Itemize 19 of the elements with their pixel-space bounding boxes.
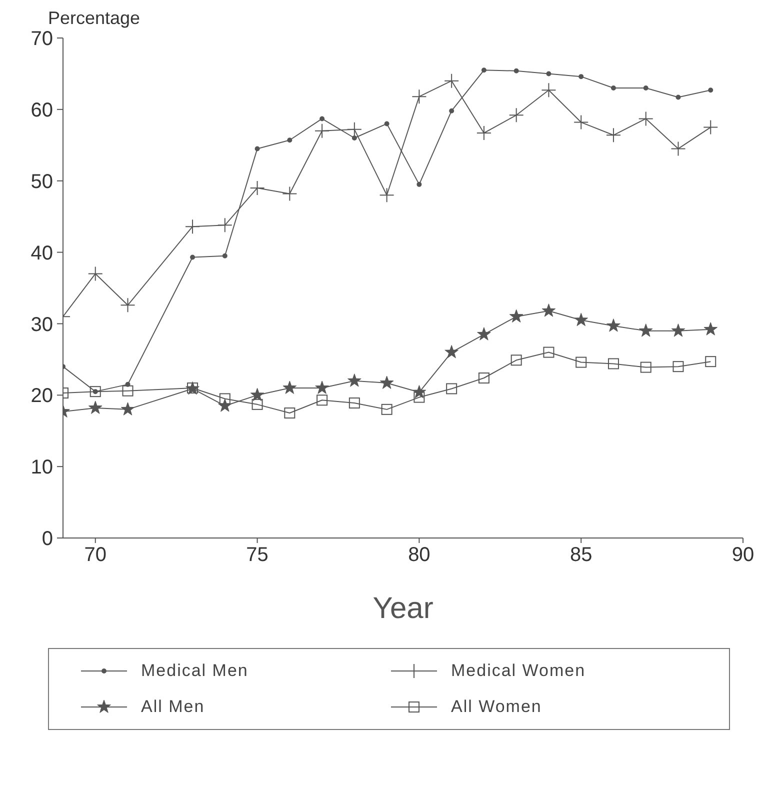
y-tick-label: 60: [30, 100, 53, 122]
y-tick-label: 30: [30, 314, 53, 336]
x-tick-label: 75: [246, 544, 268, 566]
y-axis-title: Percentage: [48, 8, 142, 28]
x-tick-label: 90: [732, 544, 754, 566]
y-tick-label: 20: [30, 385, 53, 408]
y-tick-label: 70: [30, 28, 53, 50]
y-tick-label: 10: [30, 456, 53, 479]
y-tick-label: 40: [30, 242, 53, 264]
legend-label: Medical Men: [141, 661, 248, 681]
legend-label: Medical Women: [451, 661, 586, 681]
x-tick-label: 80: [408, 544, 430, 566]
x-axis-title: Year: [372, 592, 434, 625]
x-tick-label: 70: [84, 544, 107, 566]
x-tick-label: 85: [570, 544, 592, 566]
legend-label: All Women: [451, 697, 542, 717]
legend-label: All Men: [141, 697, 205, 717]
y-tick-label: 0: [42, 528, 53, 550]
y-tick-label: 50: [30, 170, 53, 193]
